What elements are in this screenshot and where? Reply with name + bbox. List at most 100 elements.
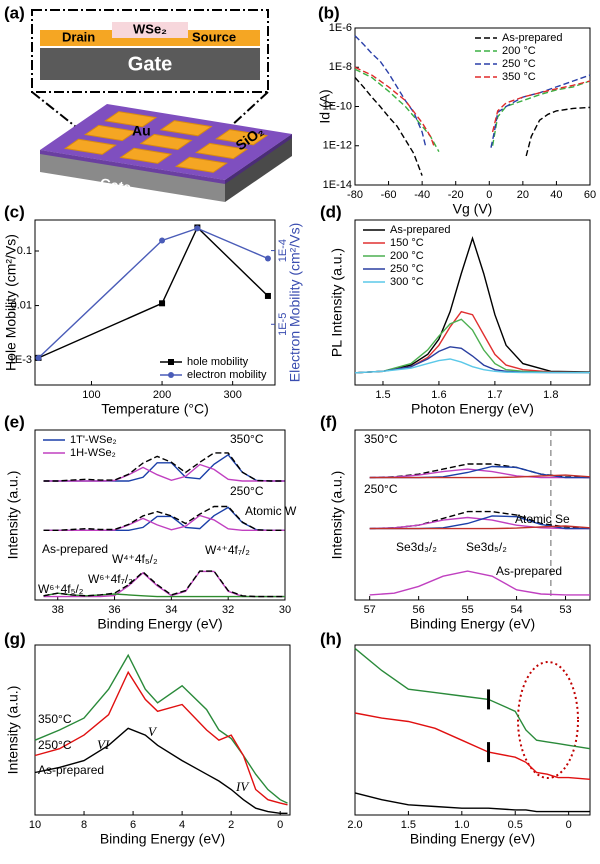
x-tick-label: 100 <box>82 389 100 401</box>
x-tick-label: 36 <box>108 604 120 616</box>
y-tick-label: 1E-3 <box>9 354 32 366</box>
series-line <box>43 505 285 531</box>
source-label: Source <box>192 29 236 44</box>
x-axis-title: Vg (V) <box>453 201 493 217</box>
legend-marker <box>168 359 174 365</box>
panel: (b) -80 -60 -40 -20 0 20 40 60 1E-14 1E-12 1E-10 1E-… <box>317 3 596 216</box>
marker <box>264 255 271 262</box>
annotation: 250°C <box>230 484 264 498</box>
x-tick-label: 2.0 <box>347 819 362 831</box>
annotation: Se3d₅/₂ <box>466 540 507 554</box>
annotation: W⁴⁺4f₇/₂ <box>205 543 250 557</box>
x-tick-label: 54 <box>510 604 522 616</box>
zoom-line <box>204 91 269 151</box>
highlight-ellipse <box>517 661 579 779</box>
annotation: VI <box>97 737 110 752</box>
x-tick-label: 8 <box>81 819 87 831</box>
annotation: Atomic Se <box>515 512 570 526</box>
annotation: As-prepared <box>42 542 108 556</box>
y-tick-label: 0.01 <box>11 299 32 311</box>
series-line <box>354 647 591 750</box>
x-axis-title: Binding Energy (eV) <box>97 616 222 632</box>
panel: (g) 10 8 6 4 2 0 Binding Energy (eV) Intensity (… <box>4 629 291 847</box>
gate-bar <box>40 48 260 80</box>
legend-label: 250 °C <box>502 58 536 70</box>
pad <box>159 120 213 137</box>
series-line <box>369 525 591 530</box>
series-line <box>43 514 285 531</box>
series-line <box>369 468 590 479</box>
marker <box>159 300 166 307</box>
x-axis-title: Binding Energy (eV) <box>410 831 535 847</box>
annotation: W⁶⁺4f₇/₂ <box>88 572 133 586</box>
x-tick-label: 1.5 <box>375 389 390 401</box>
annotation: 350°C <box>364 432 398 446</box>
x-tick-label: 10 <box>29 819 41 831</box>
legend-label: 1T'-WSe₂ <box>70 434 117 446</box>
y-tick-label: 1E-8 <box>329 61 352 73</box>
plot-frame <box>354 429 591 601</box>
series-line <box>38 227 269 359</box>
pad <box>215 129 269 146</box>
legend-label: 300 °C <box>390 276 424 288</box>
annotation: 350°C <box>38 712 72 726</box>
pad <box>83 124 138 142</box>
panel-label: (d) <box>320 202 342 221</box>
y-axis-title: PL Intensity (a.u.) <box>329 248 345 357</box>
annotation: V <box>148 724 158 739</box>
pad-label: Au <box>132 123 151 139</box>
panel-label: (b) <box>318 3 340 22</box>
annotation: Se3d₃/₂ <box>396 540 437 554</box>
panel: (e) 38 36 34 32 30 Binding Energy (eV) Intensit… <box>4 412 297 631</box>
y-axis-title: Intensity (a.u.) <box>329 471 345 560</box>
series-line <box>34 727 288 814</box>
y-axis-title: Intensity (a.u.) <box>5 471 21 560</box>
channel <box>112 22 188 38</box>
panel-label: (g) <box>4 629 26 648</box>
x-tick-label: 0 <box>277 819 283 831</box>
marker <box>194 225 201 232</box>
x-tick-label: 20 <box>517 189 529 201</box>
x-tick-label: -60 <box>381 189 397 201</box>
annotation: W⁶⁺4f₅/₂ <box>38 582 84 596</box>
y-tick-label: 1E-10 <box>323 100 352 112</box>
annotation: IV <box>235 779 250 794</box>
x-tick-label: 34 <box>165 604 177 616</box>
series-line <box>38 226 269 359</box>
panel: (f) 57 56 55 54 53 Binding Energy (eV) Intensit… <box>320 412 591 632</box>
x-tick-label: 53 <box>559 604 571 616</box>
series-line <box>354 310 591 374</box>
series-line <box>34 670 288 806</box>
pad <box>63 138 117 155</box>
x-tick-label: 0 <box>566 819 572 831</box>
x-tick-label: -40 <box>414 189 430 201</box>
legend-label: hole mobility <box>187 356 249 368</box>
plot-frame <box>354 644 591 816</box>
series-line <box>369 516 590 530</box>
legend-label: electron mobility <box>187 369 267 381</box>
series-line <box>354 77 591 176</box>
x-tick-label: 57 <box>364 604 376 616</box>
panel-label: (e) <box>4 412 25 431</box>
panel-label: (h) <box>320 629 342 648</box>
y2-tick-label: 1E-5 <box>277 313 289 336</box>
x-tick-label: 200 <box>153 389 171 401</box>
panel: (c) 100 200 300 1E-3 0.01 0.1 1E-5 1E-4 Temperatu… <box>3 202 303 416</box>
legend-label: As-prepared <box>502 32 563 44</box>
panel-label: (a) <box>4 3 25 22</box>
x-tick-label: 32 <box>222 604 234 616</box>
legend-marker <box>168 372 174 378</box>
pad <box>174 156 228 173</box>
series-line <box>34 653 288 804</box>
plot-frame <box>34 429 286 601</box>
annotation: As-prepared <box>38 763 104 777</box>
oxide-edge <box>40 150 225 184</box>
marker <box>264 292 271 299</box>
x-tick-label: 300 <box>223 389 241 401</box>
legend-label: As-prepared <box>390 224 451 236</box>
legend-label: 200 °C <box>390 250 424 262</box>
gate-side <box>225 134 292 202</box>
x-tick-label: -20 <box>448 189 464 201</box>
x-tick-label: 2 <box>228 819 234 831</box>
